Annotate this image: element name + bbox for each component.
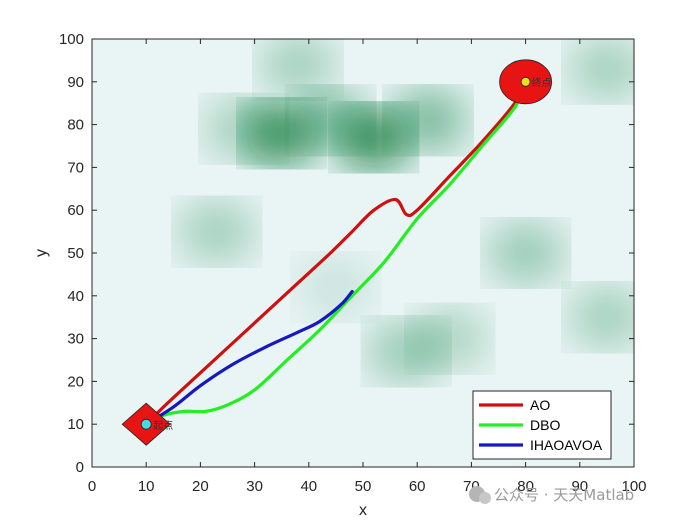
y-tick-label: 100 <box>59 31 84 48</box>
terrain-layer <box>178 39 634 382</box>
series-line-dbo <box>144 80 528 426</box>
y-tick-label: 40 <box>67 288 84 305</box>
x-tick-label: 30 <box>246 478 263 495</box>
watermark-text: 公众号 · 天天Matlab <box>494 486 634 504</box>
terrain-hill <box>487 223 564 283</box>
y-tick-label: 90 <box>67 74 84 91</box>
series-line-ao <box>144 80 528 426</box>
plot-frame <box>91 38 635 468</box>
y-tick-label: 80 <box>67 117 84 134</box>
path-lines <box>144 80 528 426</box>
y-tick-label: 20 <box>67 373 84 390</box>
terrain-hill <box>568 287 634 348</box>
x-tick-label: 60 <box>409 478 426 495</box>
legend-label-dbo: DBO <box>530 417 560 433</box>
goal-label: 终点 <box>532 76 552 89</box>
series-line-ihaoavoa <box>144 289 354 426</box>
x-tick-label: 40 <box>300 478 317 495</box>
terrain-hill <box>390 90 467 151</box>
x-tick-label: 90 <box>571 478 588 495</box>
terrain-hill <box>259 39 336 95</box>
terrain-hill <box>178 201 255 262</box>
y-tick-label: 10 <box>67 416 84 433</box>
goal-point <box>520 76 531 87</box>
x-axis-label: x <box>359 502 367 519</box>
markers: 起点 终点 <box>121 59 552 446</box>
wechat-icon-bubble <box>479 492 491 504</box>
legend-label-ihaoavoa: IHAOAVOA <box>530 437 603 453</box>
watermark: 公众号 · 天天Matlab <box>469 486 634 504</box>
x-tick-label: 0 <box>88 478 96 495</box>
terrain-hill <box>411 308 488 369</box>
x-tick-label: 20 <box>192 478 209 495</box>
legend: AO DBO IHAOAVOA <box>472 390 612 460</box>
x-tick-label: 80 <box>517 478 534 495</box>
y-tick-label: 70 <box>67 159 84 176</box>
start-point <box>140 418 152 430</box>
y-axis-label: y <box>33 249 50 257</box>
terrain-hill <box>292 90 369 151</box>
axis-ticks: 0 10 20 30 40 50 60 70 80 90 100010203040506070809… <box>59 31 647 495</box>
x-tick-label: 50 <box>355 478 372 495</box>
x-tick-label: 100 <box>621 478 646 495</box>
terrain-hill <box>297 257 374 318</box>
y-tick-label: 0 <box>76 459 84 476</box>
start-label: 起点 <box>153 420 173 432</box>
legend-label-ao: AO <box>530 397 550 413</box>
x-tick-label: 10 <box>138 478 155 495</box>
y-tick-label: 60 <box>67 202 84 219</box>
terrain-hill <box>568 39 634 99</box>
y-tick-label: 30 <box>67 331 84 348</box>
terrain-hill <box>205 98 282 159</box>
y-tick-label: 50 <box>67 245 84 262</box>
